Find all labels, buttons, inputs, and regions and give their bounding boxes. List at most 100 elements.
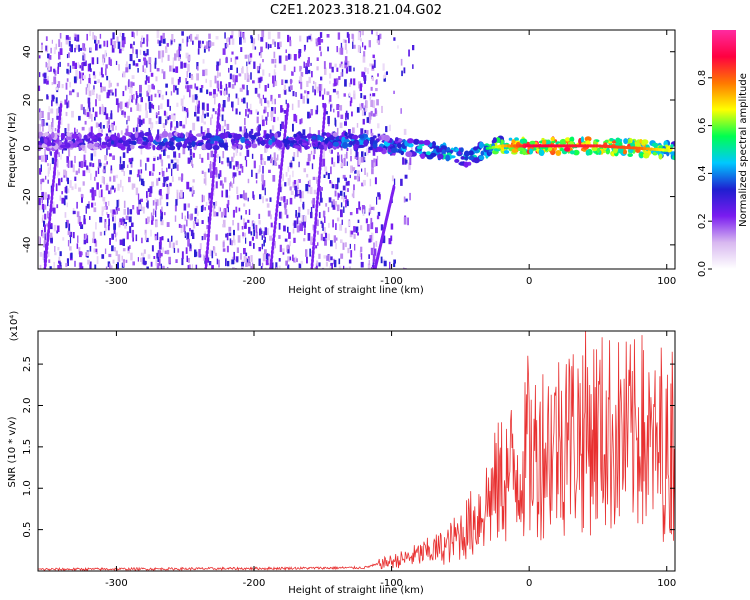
noise-speckle [89,47,92,52]
noise-speckle [57,66,59,74]
noise-speckle [149,64,152,73]
noise-speckle [59,48,63,55]
noise-speckle [132,237,134,242]
noise-speckle [40,184,42,191]
noise-speckle [99,216,103,223]
band-cell [80,144,85,149]
noise-speckle [145,102,147,111]
noise-speckle [71,186,74,191]
noise-speckle [376,196,378,205]
noise-speckle [375,240,378,247]
noise-speckle [121,255,123,261]
noise-speckle [47,203,49,207]
noise-speckle [132,127,135,133]
band-cell [88,132,93,137]
noise-speckle [49,66,52,72]
noise-speckle [161,69,164,74]
noise-speckle [351,193,354,197]
noise-speckle [201,40,204,44]
noise-speckle [158,258,161,266]
band-cell [138,145,145,149]
noise-speckle [350,78,353,85]
noise-speckle [67,188,70,193]
noise-speckle [256,116,259,124]
noise-speckle [224,43,227,49]
noise-speckle [360,261,364,268]
noise-speckle [354,244,356,251]
band-cell [175,137,182,142]
noise-speckle [137,95,139,99]
spectrogram-xlabel: Height of straight line (km) [288,285,424,296]
noise-speckle [139,84,142,93]
noise-speckle [71,110,74,118]
noise-speckle [186,255,188,262]
noise-speckle [313,189,317,195]
noise-speckle [43,72,47,79]
noise-speckle [198,40,201,49]
noise-speckle [101,176,105,184]
noise-speckle [263,109,266,114]
noise-speckle [51,100,53,107]
streak-cell [59,102,63,109]
noise-speckle [131,157,134,162]
noise-speckle [222,248,226,252]
noise-speckle [359,206,361,211]
noise-speckle [118,199,120,207]
snr-series [38,331,675,571]
noise-speckle [196,62,199,70]
noise-speckle [68,148,71,157]
noise-speckle [69,231,73,237]
noise-speckle [119,218,123,225]
noise-speckle [110,165,113,171]
noise-speckle [328,149,332,153]
noise-speckle [360,83,363,88]
band-cell [245,140,251,145]
noise-speckle [146,191,148,198]
noise-speckle [90,126,93,134]
noise-speckle [240,47,243,52]
band-cell [205,142,211,150]
band-cell [249,134,257,139]
noise-speckle [293,237,296,243]
noise-speckle [268,169,271,173]
noise-speckle [93,189,97,197]
noise-speckle [80,193,84,198]
noise-speckle [263,161,266,165]
noise-speckle [165,49,168,53]
noise-speckle [192,152,195,158]
noise-speckle [161,167,163,174]
noise-speckle [332,161,336,167]
band-core-cell [512,144,518,148]
noise-speckle [204,68,208,76]
noise-speckle [180,224,183,228]
noise-speckle [86,33,88,41]
noise-speckle [61,149,64,154]
noise-speckle [367,68,369,74]
noise-speckle [275,262,278,269]
noise-speckle [67,230,71,236]
band-cell [672,154,675,161]
noise-speckle [362,118,365,125]
band-cell [319,136,324,142]
noise-speckle [288,86,291,92]
noise-speckle [181,174,184,180]
noise-speckle [158,90,161,98]
noise-speckle [150,212,153,219]
noise-speckle [373,159,376,167]
band-cell [609,138,614,142]
noise-speckle [158,241,162,250]
noise-speckle [341,69,344,77]
noise-speckle [65,35,69,40]
noise-speckle [271,58,275,64]
noise-speckle [329,73,332,79]
noise-speckle [278,258,281,262]
noise-speckle [231,38,235,45]
band-cell [169,137,175,142]
band-cell [363,139,369,147]
noise-speckle [253,160,256,169]
noise-speckle [281,108,284,112]
noise-speckle [218,206,220,212]
noise-speckle [82,75,86,79]
noise-speckle [368,260,370,266]
noise-speckle [218,173,221,179]
